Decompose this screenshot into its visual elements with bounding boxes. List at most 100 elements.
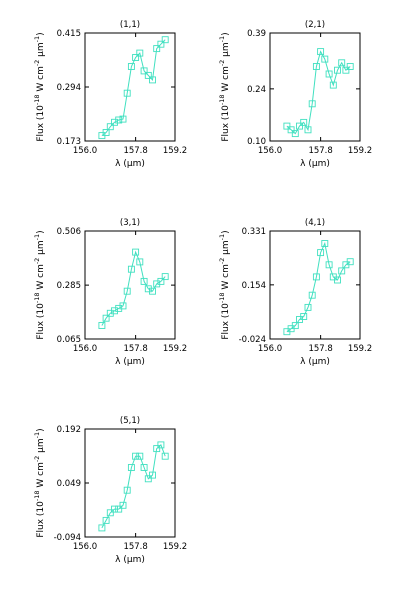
y-tick-label: 0.506	[57, 227, 81, 237]
data-point	[346, 63, 354, 70]
data-point	[119, 115, 127, 123]
data-point	[136, 49, 144, 57]
data-point	[312, 273, 320, 281]
x-tick-label: 157.8	[123, 344, 147, 354]
x-tick-label: 159.2	[163, 146, 187, 156]
data-point	[317, 249, 325, 257]
data-point	[144, 475, 152, 483]
y-tick-label: 0.24	[247, 85, 266, 95]
y-axis-label: Flux (10-18 W cm-2 μm-1)	[33, 32, 46, 141]
data-point	[98, 322, 106, 329]
data-point	[127, 464, 135, 471]
data-point	[144, 71, 152, 79]
y-axis-label: Flux (10-18 W cm-2 μm-1)	[33, 230, 46, 339]
y-tick-label: -0.094	[54, 533, 81, 543]
data-point	[300, 313, 308, 320]
data-point	[283, 122, 291, 130]
data-point	[321, 55, 329, 63]
data-point	[123, 89, 131, 97]
y-tick-label: 0.192	[57, 425, 81, 435]
data-point	[329, 81, 337, 89]
x-tick-label: 159.2	[348, 344, 372, 354]
data-point	[157, 40, 165, 48]
x-tick-label: 156.0	[73, 542, 97, 552]
chart-panel-4: (4,1) 156.0 157.8 159.2 -0.024 0.154 0.331 λ (μ…	[218, 218, 372, 367]
data-point	[308, 100, 316, 108]
x-tick-label: 159.2	[163, 542, 187, 552]
data-point	[127, 265, 135, 273]
x-tick-label: 159.2	[163, 344, 187, 354]
data-point	[287, 126, 295, 134]
panel-title: (4,1)	[305, 218, 325, 228]
x-axis-label: λ (μm)	[115, 555, 145, 565]
data-point	[321, 240, 329, 247]
x-tick-label: 159.2	[348, 146, 372, 156]
x-tick-label: 156.0	[73, 344, 97, 354]
data-point	[119, 501, 127, 509]
data-point	[127, 63, 135, 70]
y-tick-label: 0.294	[57, 83, 81, 93]
x-tick-label: 157.8	[123, 542, 147, 552]
data-point	[296, 122, 303, 130]
panel-title: (2,1)	[305, 20, 325, 30]
x-tick-label: 157.8	[308, 344, 332, 354]
data-point	[144, 285, 152, 293]
y-axis-label: Flux (10-18 W cm-2 μm-1)	[218, 32, 231, 141]
data-point	[98, 524, 106, 532]
y-axis-label: Flux (10-18 W cm-2 μm-1)	[33, 428, 46, 537]
series-line	[101, 250, 166, 326]
y-tick-label: 0.39	[247, 29, 266, 39]
data-point	[140, 464, 148, 471]
plot-frame	[269, 32, 361, 142]
x-tick-label: 157.8	[123, 146, 147, 156]
data-point	[153, 45, 161, 53]
data-point	[157, 441, 165, 449]
data-point	[334, 276, 341, 284]
y-tick-label: 0.173	[57, 137, 81, 147]
data-point	[106, 509, 114, 517]
y-tick-label: 0.415	[57, 29, 81, 39]
data-point	[346, 258, 354, 266]
data-point	[115, 505, 123, 513]
panel-title: (3,1)	[120, 218, 140, 228]
panel-title: (5,1)	[120, 416, 140, 426]
y-tick-label: 0.285	[57, 281, 81, 291]
data-point	[136, 452, 144, 460]
data-point	[111, 118, 118, 126]
data-point	[123, 287, 131, 295]
series-line	[101, 39, 166, 137]
x-tick-label: 156.0	[258, 146, 282, 156]
data-point	[136, 258, 144, 266]
data-point	[325, 70, 333, 78]
y-axis-label: Flux (10-18 W cm-2 μm-1)	[218, 230, 231, 339]
x-axis-label: λ (μm)	[115, 357, 145, 367]
data-point	[102, 516, 110, 524]
data-point	[102, 314, 110, 322]
data-point	[304, 126, 312, 134]
plot-frame	[84, 32, 176, 142]
data-point	[111, 505, 118, 513]
data-point	[106, 123, 114, 131]
data-point	[153, 445, 161, 453]
data-point	[140, 277, 148, 285]
data-point	[115, 116, 123, 124]
series-line	[101, 444, 166, 529]
chart-panel-2: (2,1) 156.0 157.8 159.2 0.10 0.24 0.39 λ (μm) Fl…	[218, 20, 372, 169]
data-point	[111, 307, 118, 315]
panel-title: (1,1)	[120, 20, 140, 30]
series-line	[286, 50, 351, 135]
y-tick-label: 0.049	[57, 479, 81, 489]
data-point	[317, 48, 325, 56]
data-point	[325, 261, 333, 269]
x-tick-label: 156.0	[73, 146, 97, 156]
data-point	[149, 287, 156, 295]
chart-panel-1: (1,1) 156.0 157.8 159.2 0.173 0.294 0.415 λ (μm…	[33, 20, 187, 169]
data-point	[300, 118, 308, 126]
y-tick-label: 0.331	[242, 227, 266, 237]
data-point	[132, 54, 140, 61]
data-point	[149, 76, 156, 84]
data-point	[161, 36, 169, 44]
y-tick-label: -0.024	[239, 335, 266, 345]
y-tick-label: 0.065	[57, 335, 81, 345]
